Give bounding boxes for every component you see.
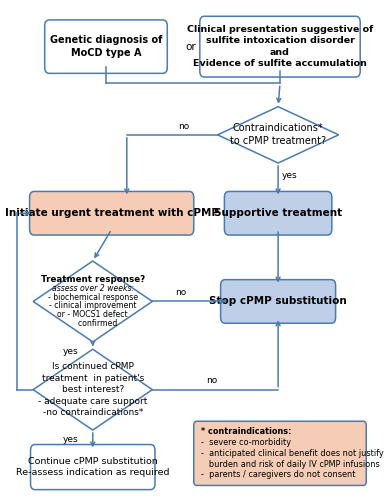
Text: - biochemical response: - biochemical response	[48, 292, 138, 302]
Text: yes: yes	[62, 436, 78, 444]
Text: Initiate urgent treatment with cPMP: Initiate urgent treatment with cPMP	[5, 208, 219, 218]
Text: or: or	[186, 42, 196, 51]
Polygon shape	[33, 349, 152, 430]
FancyBboxPatch shape	[45, 20, 167, 74]
FancyBboxPatch shape	[30, 192, 194, 235]
Text: yes: yes	[62, 347, 78, 356]
Text: no: no	[176, 288, 187, 297]
FancyBboxPatch shape	[221, 280, 335, 324]
Text: -  anticipated clinical benefit does not justify: - anticipated clinical benefit does not …	[201, 449, 384, 458]
Text: -  severe co-morbidity: - severe co-morbidity	[201, 438, 291, 447]
Text: no: no	[206, 376, 217, 386]
FancyBboxPatch shape	[194, 422, 366, 486]
FancyBboxPatch shape	[200, 16, 360, 77]
Text: or - MOCS1 defect: or - MOCS1 defect	[58, 310, 128, 319]
Text: Continue cPMP substitution
Re-assess indication as required: Continue cPMP substitution Re-assess ind…	[16, 457, 169, 477]
Text: Supportive treatment: Supportive treatment	[214, 208, 342, 218]
Text: -  parents / caregivers do not consent: - parents / caregivers do not consent	[201, 470, 356, 480]
Polygon shape	[33, 261, 152, 342]
Text: no: no	[178, 122, 189, 130]
Text: Is continued cPMP
treatment  in patient's
best interest?
- adequate care support: Is continued cPMP treatment in patient's…	[38, 362, 147, 417]
FancyBboxPatch shape	[30, 444, 155, 490]
Text: Clinical presentation suggestive of
sulfite intoxication disorder
and
Evidence o: Clinical presentation suggestive of sulf…	[187, 25, 373, 68]
Text: burden and risk of daily IV cPMP infusions: burden and risk of daily IV cPMP infusio…	[201, 460, 380, 468]
FancyBboxPatch shape	[224, 192, 332, 235]
Text: Stop cPMP substitution: Stop cPMP substitution	[209, 296, 347, 306]
Text: confirmed: confirmed	[68, 319, 117, 328]
Text: - clinical improvement: - clinical improvement	[49, 302, 137, 310]
Text: assess over 2 weeks:: assess over 2 weeks:	[52, 284, 134, 292]
Text: yes: yes	[282, 171, 297, 180]
Text: Treatment response?: Treatment response?	[41, 275, 145, 284]
Text: * contraindications:: * contraindications:	[201, 428, 292, 436]
Polygon shape	[218, 106, 339, 163]
Text: Contraindications*
to cPMP treatment?: Contraindications* to cPMP treatment?	[230, 124, 326, 146]
Text: Genetic diagnosis of
MoCD type A: Genetic diagnosis of MoCD type A	[50, 35, 162, 58]
